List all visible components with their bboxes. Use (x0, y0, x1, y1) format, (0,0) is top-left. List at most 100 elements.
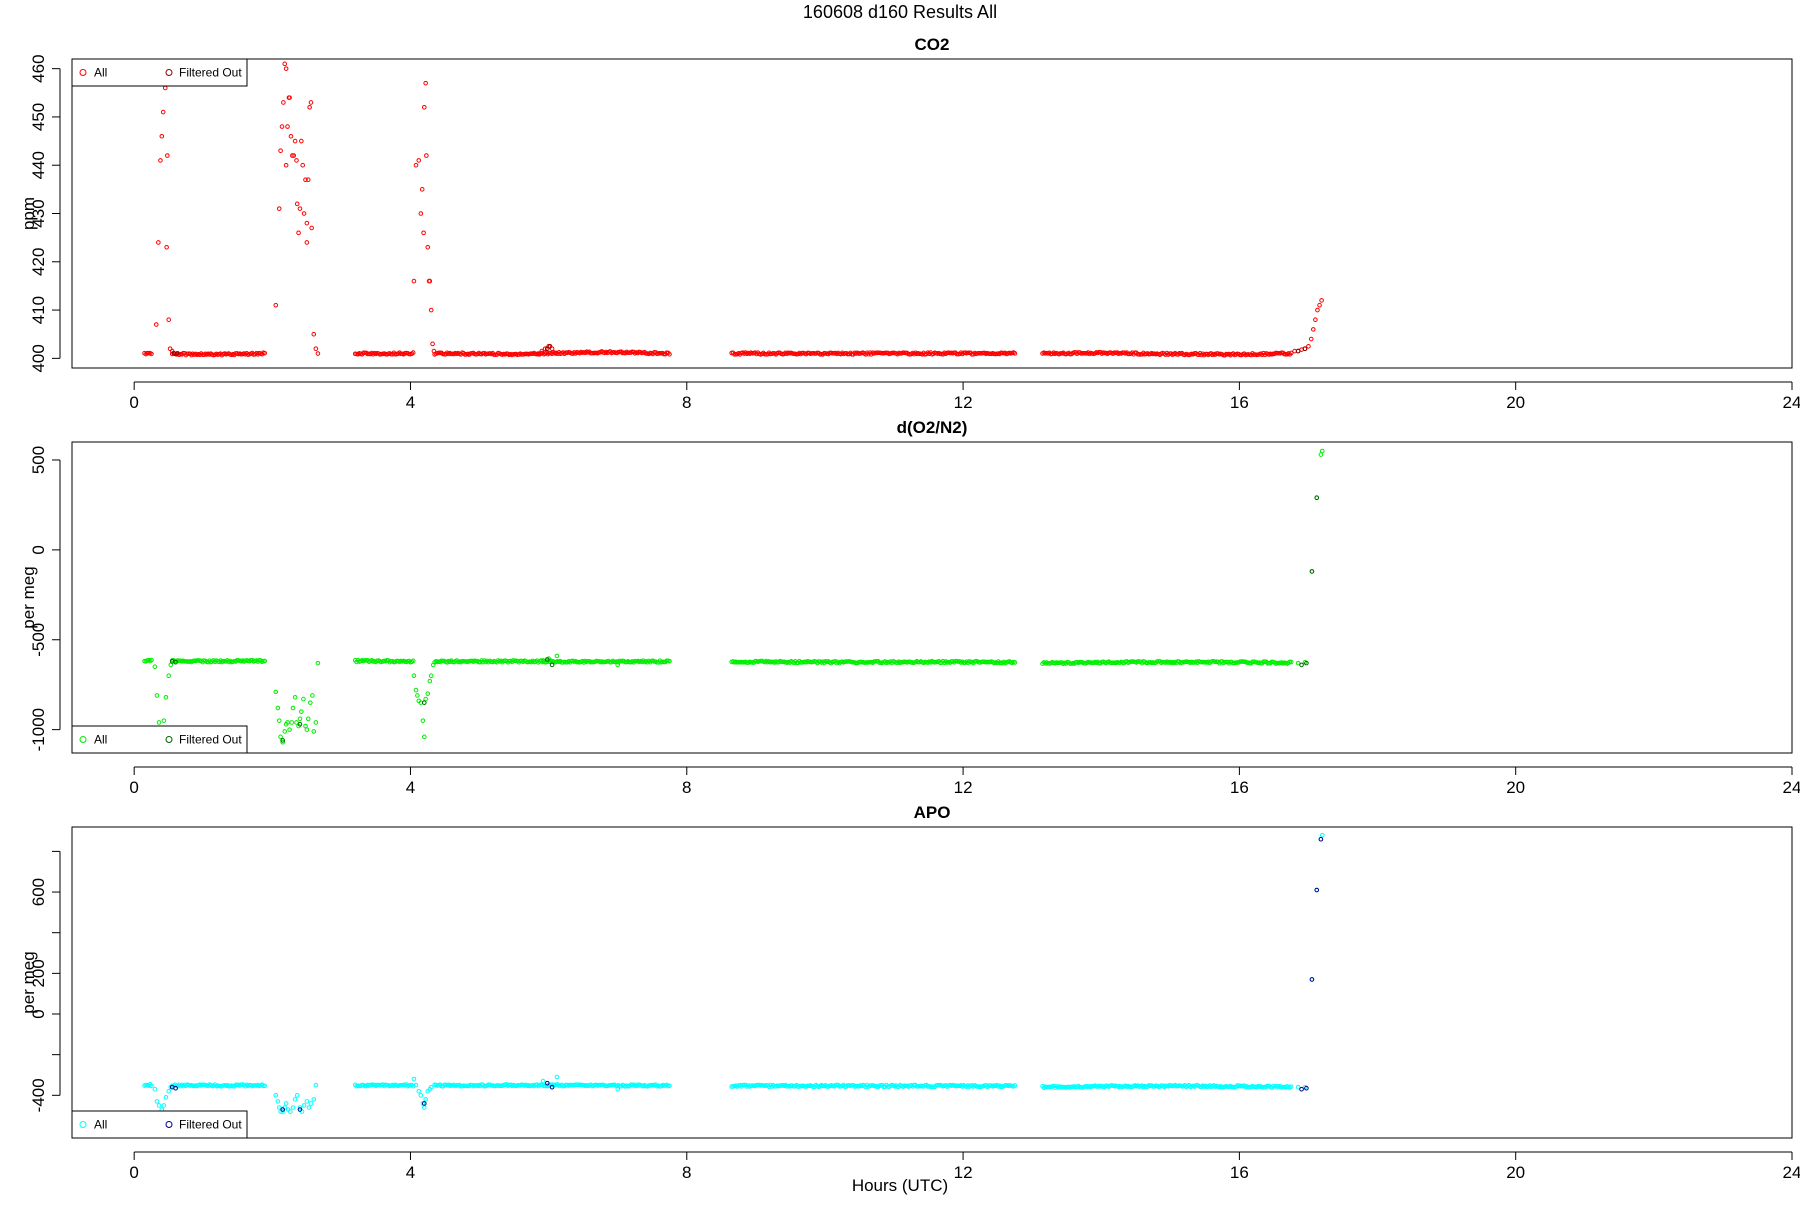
data-point-all (430, 662, 436, 668)
data-point-all (1308, 336, 1314, 342)
y-tick-label-apo: 600 (29, 878, 48, 906)
data-point-all (294, 720, 299, 725)
data-point-all (262, 658, 268, 664)
y-tick-label-co2: 450 (29, 103, 48, 131)
data-point-all (1317, 302, 1322, 308)
x-tick-label-o2n2: 24 (1783, 778, 1800, 797)
data-point-all (313, 1082, 319, 1088)
data-point-all (308, 100, 314, 105)
data-point-all (296, 230, 301, 236)
data-point-all (292, 138, 298, 144)
data-point-all (1319, 832, 1325, 838)
x-tick-label-apo: 24 (1783, 1163, 1800, 1182)
x-tick-label-apo: 16 (1230, 1163, 1249, 1182)
figure-title: 160608 d160 Results All (803, 2, 997, 22)
data-point-all (285, 124, 290, 129)
data-point-filtered (1299, 662, 1304, 668)
data-point-all (160, 109, 166, 115)
data-point-all (310, 693, 315, 698)
data-point-filtered (171, 351, 177, 356)
data-point-all (154, 1099, 160, 1104)
x-tick-label-co2: 24 (1783, 393, 1800, 412)
data-point-all (313, 346, 319, 351)
data-point-all (282, 729, 288, 734)
data-point-all (1288, 1084, 1294, 1089)
data-point-all (278, 148, 283, 154)
legend-marker-all (79, 69, 87, 76)
data-point-all (300, 162, 306, 168)
data-point-filtered (1309, 977, 1315, 982)
data-point-all (297, 1105, 303, 1110)
data-point-all (291, 153, 297, 158)
data-point-all (308, 1101, 314, 1106)
legend-marker-filtered (165, 69, 173, 76)
data-point-all (149, 351, 154, 357)
data-point-all (275, 1099, 281, 1104)
x-tick-label-apo: 12 (954, 1163, 973, 1182)
data-point-all (280, 739, 285, 745)
data-point-all (164, 244, 169, 250)
x-tick-label-o2n2: 16 (1230, 778, 1249, 797)
data-point-filtered (421, 700, 427, 705)
data-point-filtered (549, 662, 555, 668)
legend-label-filtered: Filtered Out (179, 733, 242, 747)
data-point-all (289, 720, 294, 725)
y-tick-label-co2: 420 (29, 248, 48, 276)
data-point-all (283, 66, 289, 71)
data-point-filtered (280, 738, 285, 743)
data-point-all (301, 1103, 307, 1108)
data-point-filtered (544, 1080, 550, 1086)
panel-apo: APO 0 4 8 12 16 20 24 -400 0 200 600 per meg All Filte… (19, 803, 1800, 1182)
data-points-o2n2 (142, 448, 1325, 745)
data-point-all (427, 278, 433, 284)
panel-o2n2: d(O2/N2) 0 4 8 12 16 20 24 -1000 -500 0 500 per meg A… (19, 418, 1800, 797)
data-point-all (1319, 298, 1324, 303)
data-point-all (280, 1109, 285, 1114)
data-point-all (285, 720, 290, 725)
data-point-all (554, 653, 560, 659)
data-point-all (416, 158, 422, 163)
data-point-all (424, 153, 429, 158)
legend-box-co2 (71, 58, 248, 87)
data-point-filtered (1304, 660, 1309, 666)
data-point-all (419, 187, 425, 192)
panel-title-apo: APO (914, 803, 951, 822)
data-point-all (315, 351, 321, 356)
data-point-all (418, 211, 424, 216)
data-point-all (290, 1105, 296, 1110)
data-point-all (413, 1082, 419, 1088)
data-point-all (411, 673, 417, 678)
data-point-all (279, 124, 285, 129)
data-point-all (313, 720, 319, 725)
data-point-all (307, 104, 312, 110)
data-point-filtered (297, 721, 303, 727)
x-tick-label-apo: 20 (1506, 1163, 1525, 1182)
x-tick-label-co2: 0 (129, 393, 138, 412)
data-point-filtered (173, 659, 178, 665)
x-tick-label-co2: 4 (406, 393, 415, 412)
x-tick-label-apo: 0 (129, 1163, 138, 1182)
data-point-filtered (547, 343, 553, 349)
data-point-all (416, 1088, 422, 1094)
x-tick-label-co2: 8 (682, 393, 691, 412)
y-tick-label-co2: 430 (29, 199, 48, 227)
legend-marker-all (79, 1121, 87, 1128)
data-point-all (1288, 350, 1294, 356)
data-point-all (304, 220, 310, 226)
data-point-all (297, 716, 303, 722)
data-point-filtered (544, 346, 550, 351)
data-point-filtered (1314, 887, 1320, 893)
data-point-filtered (1295, 348, 1301, 354)
data-point-all (305, 177, 311, 183)
data-point-all (159, 133, 165, 139)
y-tick-label-apo: 200 (29, 959, 48, 987)
data-point-filtered (280, 1107, 285, 1112)
data-points-apo (142, 832, 1325, 1114)
data-point-all (421, 104, 427, 110)
data-point-all (425, 244, 431, 250)
data-point-all (156, 240, 161, 245)
data-point-all (166, 317, 172, 323)
data-point-all (615, 662, 621, 668)
data-point-all (1306, 343, 1311, 349)
